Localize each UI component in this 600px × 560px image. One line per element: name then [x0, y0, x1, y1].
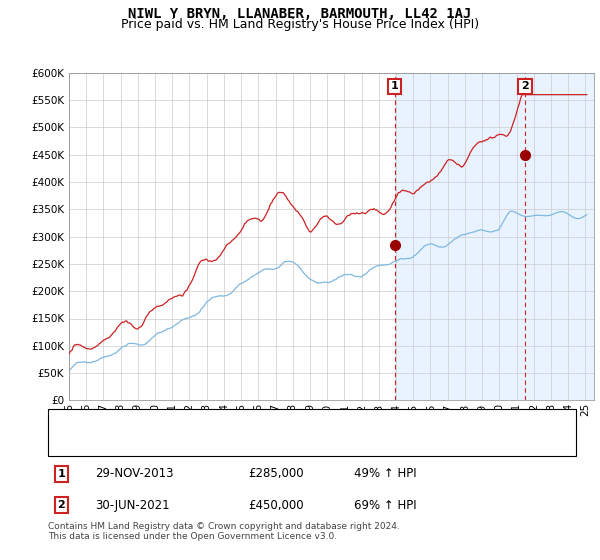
Text: £285,000: £285,000 — [248, 468, 304, 480]
Text: HPI: Average price, detached house, Gwynedd: HPI: Average price, detached house, Gwyn… — [95, 440, 337, 450]
Text: NIWL Y BRYN, LLANABER, BARMOUTH, LL42 1AJ: NIWL Y BRYN, LLANABER, BARMOUTH, LL42 1A… — [128, 7, 472, 21]
Bar — [395, 73, 594, 400]
Text: 2: 2 — [521, 81, 529, 91]
Text: 30-JUN-2021: 30-JUN-2021 — [95, 498, 170, 512]
Text: 69% ↑ HPI: 69% ↑ HPI — [354, 498, 417, 512]
Text: 2: 2 — [58, 500, 65, 510]
Text: 49% ↑ HPI: 49% ↑ HPI — [354, 468, 417, 480]
Text: 1: 1 — [58, 469, 65, 479]
Text: Price paid vs. HM Land Registry's House Price Index (HPI): Price paid vs. HM Land Registry's House … — [121, 18, 479, 31]
FancyBboxPatch shape — [48, 409, 576, 456]
Text: NIWL Y BRYN, LLANABER, BARMOUTH, LL42 1AJ (detached house): NIWL Y BRYN, LLANABER, BARMOUTH, LL42 1A… — [95, 417, 437, 427]
Text: £450,000: £450,000 — [248, 498, 304, 512]
Text: 29-NOV-2013: 29-NOV-2013 — [95, 468, 174, 480]
Text: Contains HM Land Registry data © Crown copyright and database right 2024.
This d: Contains HM Land Registry data © Crown c… — [48, 522, 400, 542]
Text: 1: 1 — [391, 81, 398, 91]
